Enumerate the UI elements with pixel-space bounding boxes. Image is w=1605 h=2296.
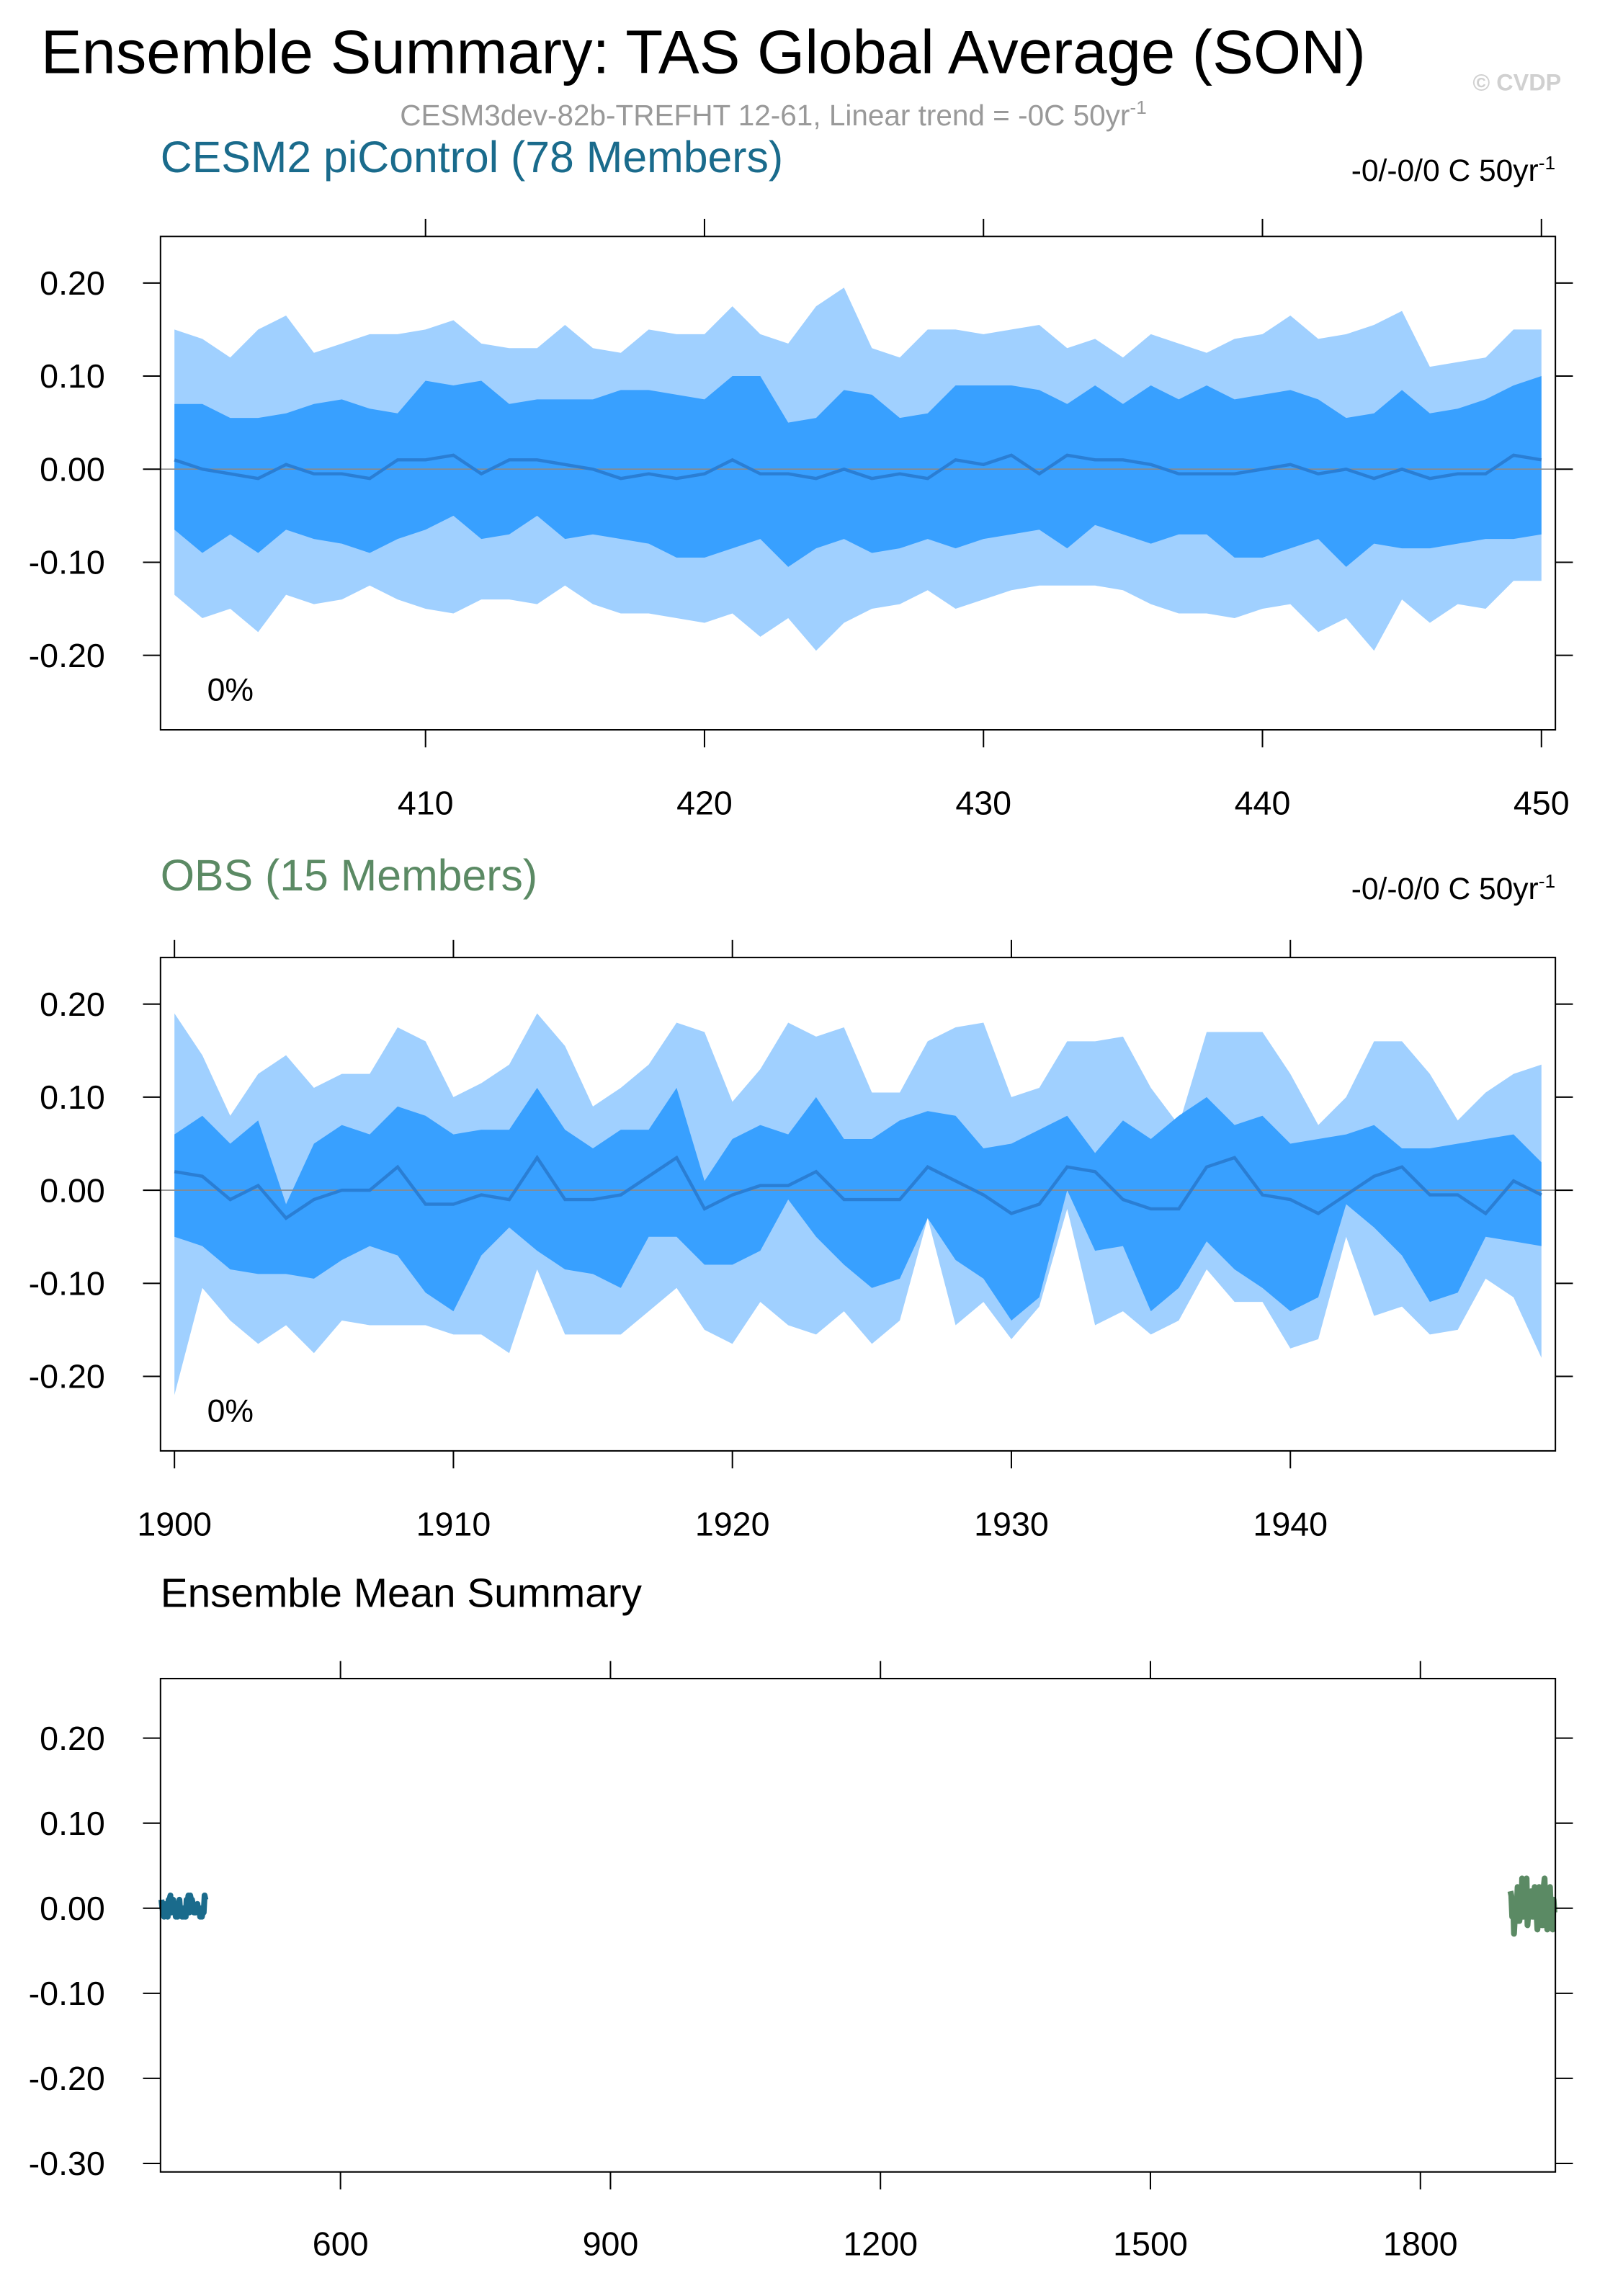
- subtitle-sup: -1: [1130, 97, 1146, 118]
- x-tick-label: 1910: [416, 1505, 491, 1542]
- y-tick-label: 0.20: [40, 986, 105, 1023]
- y-tick-label: -0.30: [29, 2145, 105, 2182]
- x-tick-label: 440: [1235, 785, 1291, 822]
- y-tick-label: 0.10: [40, 1078, 105, 1116]
- main-title: Ensemble Summary: TAS Global Average (SO…: [41, 18, 1366, 86]
- panel: OBS (15 Members) -0/-0/0 C 50yr-1 0% 0.20 0.…: [29, 851, 1573, 1542]
- x-tick-label: 430: [955, 785, 1011, 822]
- y-tick-label: 0.10: [40, 357, 105, 395]
- panel-title: OBS (15 Members): [161, 851, 537, 900]
- panel: CESM2 piControl (78 Members) -0/-0/0 C 50…: [29, 133, 1573, 822]
- subtitle: CESM3dev-82b-TREFHT 12-61, Linear trend …: [400, 97, 1147, 132]
- y-tick-label: -0.20: [29, 1358, 105, 1395]
- watermark: © CVDP: [1472, 70, 1561, 96]
- trend-text: -0/-0/0 C 50yr: [1351, 153, 1539, 188]
- x-tick-label: 900: [583, 2225, 639, 2262]
- spread-band: [174, 376, 1542, 567]
- ensemble-mean-line: [1507, 1875, 1557, 1937]
- mean-line: [174, 1154, 1542, 1220]
- y-tick-label: 0.10: [40, 1805, 105, 1842]
- x-tick-label: 1800: [1383, 2225, 1458, 2262]
- x-tick-label: 600: [313, 2225, 369, 2262]
- panel-title: Ensemble Mean Summary: [161, 1571, 643, 1617]
- x-tick-label: 1200: [843, 2225, 918, 2262]
- trend-sup: -1: [1539, 870, 1555, 892]
- trend-sup: -1: [1539, 152, 1555, 174]
- x-tick-label: 420: [676, 785, 733, 822]
- y-tick-label: 0.00: [40, 450, 105, 488]
- percent-annotation: 0%: [207, 673, 254, 708]
- spread-band: [174, 1087, 1542, 1321]
- x-tick-label: 1930: [974, 1505, 1049, 1542]
- x-tick-label: 410: [398, 785, 454, 822]
- y-tick-label: -0.10: [29, 544, 105, 581]
- plot-frame: [159, 1677, 1557, 2173]
- y-tick-label: 0.00: [40, 1890, 105, 1927]
- y-tick-label: 0.00: [40, 1171, 105, 1209]
- x-tick-label: 450: [1514, 785, 1570, 822]
- y-tick-label: -0.10: [29, 1975, 105, 2012]
- x-tick-label: 1900: [137, 1505, 212, 1542]
- ensemble-mean-line: [158, 1893, 209, 1920]
- y-tick-label: 0.20: [40, 1720, 105, 1757]
- plot-frame: [159, 236, 1557, 731]
- y-tick-label: -0.10: [29, 1265, 105, 1303]
- trend-text: -0/-0/0 C 50yr: [1351, 872, 1539, 906]
- plot-frame: [159, 957, 1557, 1452]
- y-tick-label: -0.20: [29, 2060, 105, 2097]
- y-tick-label: 0.20: [40, 264, 105, 302]
- panel: Ensemble Mean Summary 0.20 0.10 0.00 -0.10 -0…: [29, 1571, 1573, 2262]
- trend-label: -0/-0/0 C 50yr-1: [1351, 152, 1555, 188]
- y-tick-label: -0.20: [29, 637, 105, 674]
- x-tick-label: 1500: [1113, 2225, 1188, 2262]
- mean-line: [174, 453, 1542, 481]
- percent-annotation: 0%: [207, 1393, 254, 1429]
- trend-label: -0/-0/0 C 50yr-1: [1351, 870, 1555, 906]
- subtitle-text: CESM3dev-82b-TREFHT 12-61, Linear trend …: [400, 99, 1130, 132]
- panel-title: CESM2 piControl (78 Members): [161, 133, 783, 182]
- x-tick-label: 1940: [1253, 1505, 1328, 1542]
- x-tick-label: 1920: [695, 1505, 770, 1542]
